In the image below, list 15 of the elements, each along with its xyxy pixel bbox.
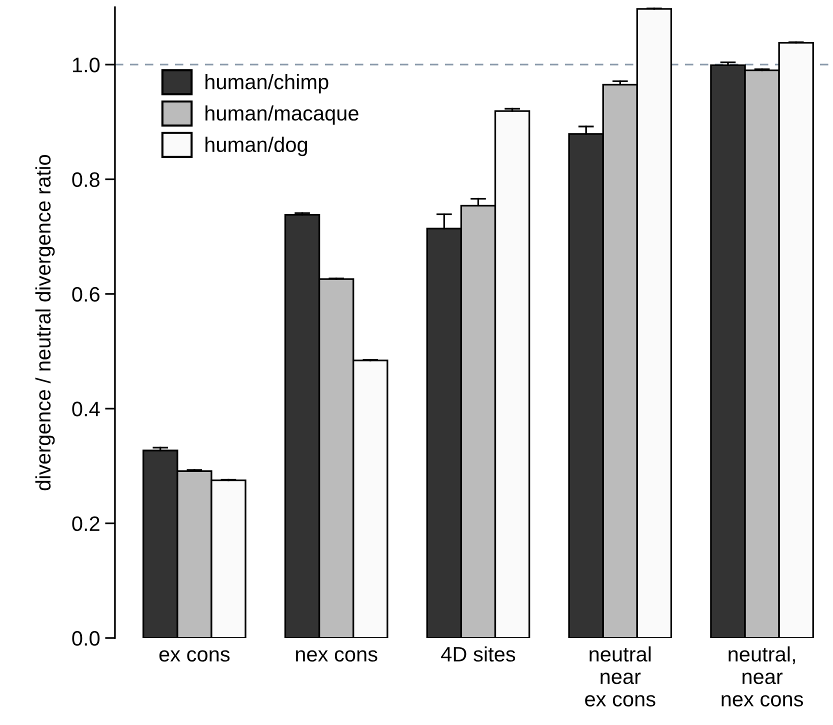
y-tick-label: 1.0	[73, 58, 100, 72]
y-tick-label: 0.0	[72, 631, 100, 646]
x-tick-label: nex cons	[296, 650, 378, 662]
legend-label: human/macaque	[206, 105, 358, 125]
x-tick-label: 4D sites	[441, 646, 516, 662]
x-tick-label: ex cons	[159, 650, 230, 662]
y-tick-label: 0.8	[72, 172, 100, 188]
y-axis-title: divergence / neutral divergence ratio	[35, 154, 55, 490]
x-tick-label: neutral, near nex cons	[722, 646, 803, 707]
y-tick-label: 0.6	[72, 286, 100, 302]
x-tick-label: neutral near ex cons	[585, 646, 656, 707]
y-tick-label: 0.4	[72, 402, 100, 416]
legend-label: human/chimp	[206, 74, 328, 94]
legend-label: human/dog	[206, 136, 307, 156]
y-tick-label: 0.2	[72, 516, 100, 532]
